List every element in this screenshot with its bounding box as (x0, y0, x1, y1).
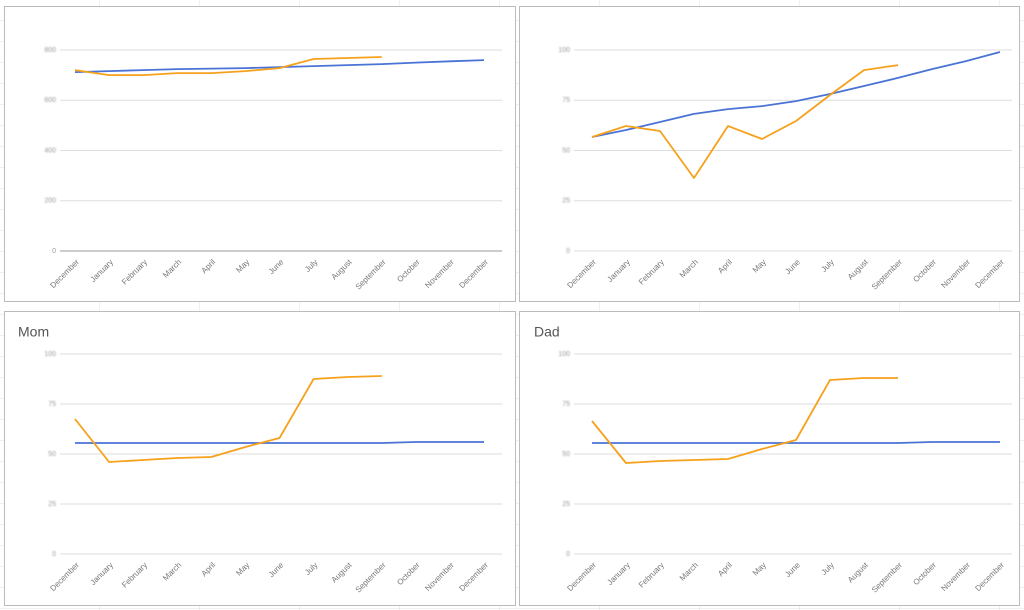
y-tick-label: 75 (562, 97, 570, 104)
series-line (75, 441, 484, 444)
chart-title: Dad (534, 324, 560, 340)
series-line (591, 51, 1001, 138)
y-tick-label: 800 (44, 47, 56, 54)
y-tick-label: 75 (562, 401, 570, 408)
y-tick-label: 600 (44, 97, 56, 104)
y-tick-label: 0 (566, 248, 570, 255)
series-line (74, 56, 382, 76)
y-tick-label: 100 (44, 351, 56, 358)
y-tick-label: 200 (44, 198, 56, 205)
y-tick-label: 25 (562, 501, 570, 508)
y-tick-label: 100 (558, 351, 570, 358)
series-line (74, 59, 485, 73)
chart-panel[interactable] (4, 6, 516, 302)
series-line (591, 64, 899, 179)
y-tick-label: 50 (562, 147, 570, 154)
y-tick-label: 0 (52, 551, 56, 558)
chart-panel[interactable] (519, 311, 1020, 606)
chart-title: Mom (18, 324, 49, 340)
y-tick-label: 100 (558, 47, 570, 54)
y-tick-label: 400 (44, 147, 56, 154)
series-line (592, 441, 1000, 444)
series-line (74, 375, 382, 463)
chart-panel[interactable] (4, 311, 516, 606)
y-tick-label: 75 (48, 401, 56, 408)
y-tick-label: 0 (52, 248, 56, 255)
series-line (591, 377, 898, 464)
chart-panel[interactable] (519, 6, 1020, 302)
y-tick-label: 0 (566, 551, 570, 558)
y-tick-label: 50 (48, 451, 56, 458)
y-tick-label: 25 (562, 198, 570, 205)
y-tick-label: 25 (48, 501, 56, 508)
y-tick-label: 50 (562, 451, 570, 458)
